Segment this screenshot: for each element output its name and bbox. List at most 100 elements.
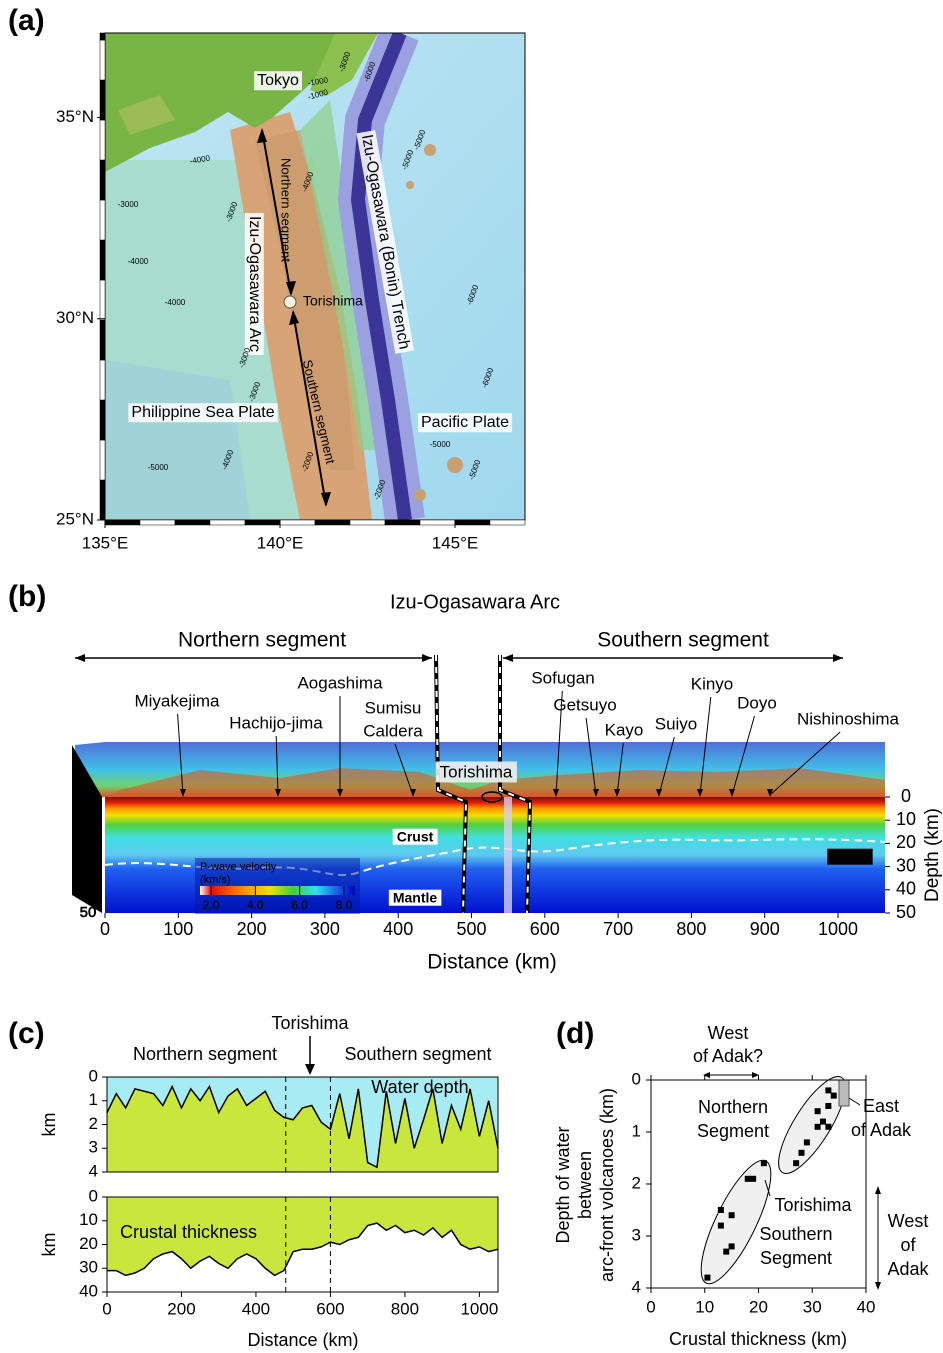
x-tick-label: 700 <box>603 919 633 939</box>
arrowhead <box>305 1064 315 1075</box>
frame-checker <box>99 479 106 521</box>
frame-checker <box>99 119 106 161</box>
x-tick-label: 200 <box>167 1299 195 1318</box>
frame-checker <box>384 519 421 526</box>
torishima-label: Torishima <box>440 762 513 781</box>
frame-checker <box>99 159 106 201</box>
arrowhead <box>553 789 559 797</box>
y-tick-label: 40 <box>896 879 916 899</box>
scatter-point <box>704 1274 711 1281</box>
frame-checker <box>99 279 106 321</box>
layer-label: Crust <box>397 829 434 845</box>
x-tick-label: 145°E <box>432 533 479 552</box>
leader <box>394 743 414 796</box>
frame-checker <box>99 399 106 441</box>
arrowhead <box>422 654 432 662</box>
label-box <box>356 130 415 354</box>
y-tick-label: 10 <box>79 1210 98 1229</box>
scatter-point <box>825 1123 832 1130</box>
seamount <box>414 489 426 501</box>
x-axis-label: Crustal thickness (km) <box>669 1329 847 1349</box>
colorbar-label: (km/s) <box>200 874 231 886</box>
frame-checker <box>99 79 106 121</box>
annotation: Torishima <box>271 1013 349 1033</box>
x-tick-label: 600 <box>530 919 560 939</box>
y-tick-label: 50 <box>896 902 916 922</box>
arrowhead <box>286 281 296 296</box>
label-box <box>827 848 873 865</box>
volcano-label: Sofugan <box>531 668 594 687</box>
label-box <box>244 212 264 356</box>
y-axis-label: km <box>39 1113 59 1137</box>
boundary <box>435 654 468 914</box>
seamount <box>424 144 436 156</box>
arrow <box>292 311 327 506</box>
arrowhead <box>321 492 331 507</box>
x-tick-label: 900 <box>750 919 780 939</box>
x-tick-label: 800 <box>676 919 706 939</box>
volcano-label: Miyakejima <box>134 691 220 710</box>
boundary <box>498 655 533 914</box>
map-label: Torishima <box>303 293 363 309</box>
y-tick-label: 30 <box>896 855 916 875</box>
y-axis-label: arc-front volcanoes (km) <box>597 1088 617 1282</box>
arrowhead <box>729 789 735 797</box>
x-tick-label: 30 <box>803 1297 822 1316</box>
land <box>105 33 335 172</box>
scatter-point <box>717 1222 724 1229</box>
volcano-label: Kayo <box>605 720 644 739</box>
label-box <box>435 761 517 783</box>
scatter-point <box>814 1108 821 1115</box>
arrowhead <box>180 789 186 797</box>
arrowhead <box>656 789 662 797</box>
y-axis-label: km <box>39 1233 59 1257</box>
leader <box>177 713 184 796</box>
moho-line <box>104 838 886 876</box>
y-tick-label: 25°N <box>56 509 94 528</box>
x-tick-label: 1000 <box>818 919 858 939</box>
frame-checker <box>454 519 491 526</box>
colorbar-tick-label: 2.0 <box>203 898 220 912</box>
x-tick-label: 500 <box>456 919 486 939</box>
contour-label: -4000 <box>189 153 211 166</box>
segment-label: Northern segment <box>178 629 346 652</box>
frame-checker <box>314 519 351 526</box>
panel-label: (d) <box>556 1017 594 1050</box>
x-tick-label: 400 <box>242 1299 270 1318</box>
frame-checker <box>99 439 106 481</box>
leader <box>764 1179 771 1197</box>
map-label: Northern segment <box>279 158 294 262</box>
y-tick-label: 0 <box>89 1066 98 1085</box>
area-fill <box>107 1197 498 1276</box>
scatter-point <box>814 1123 821 1130</box>
contour-label: -4000 <box>165 298 186 307</box>
panel-label: (c) <box>8 1017 45 1050</box>
map-label: Philippine Sea Plate <box>131 404 274 421</box>
x-tick-label: 140°E <box>257 533 304 552</box>
leader <box>731 715 755 796</box>
annotation: Northern <box>698 1097 768 1117</box>
frame-checker <box>349 519 386 526</box>
seamount <box>406 181 414 189</box>
y-tick-label: 35°N <box>56 107 94 126</box>
leader <box>555 690 563 796</box>
side-face <box>72 745 102 913</box>
y-tick-label: 0 <box>901 786 911 806</box>
scatter-point <box>825 1103 832 1109</box>
volcano-label: Caldera <box>363 721 423 740</box>
frame-checker <box>99 359 106 401</box>
volcano-label: Hachijo-jima <box>229 713 323 732</box>
annotation: of Adak <box>851 1120 912 1140</box>
y-tick-label: 40 <box>80 881 97 898</box>
group-outline <box>778 1076 846 1174</box>
layer-label: Moho <box>831 849 868 865</box>
data-line <box>106 1084 499 1169</box>
annotation: Segment <box>697 1121 769 1141</box>
leader <box>699 696 712 796</box>
y-tick-label: 0 <box>84 788 92 805</box>
x-tick-label: 0 <box>102 1299 111 1318</box>
y-tick-label: 40 <box>79 1281 98 1300</box>
seamount <box>447 457 463 473</box>
scatter-point <box>744 1175 751 1182</box>
colorbar <box>200 886 355 895</box>
